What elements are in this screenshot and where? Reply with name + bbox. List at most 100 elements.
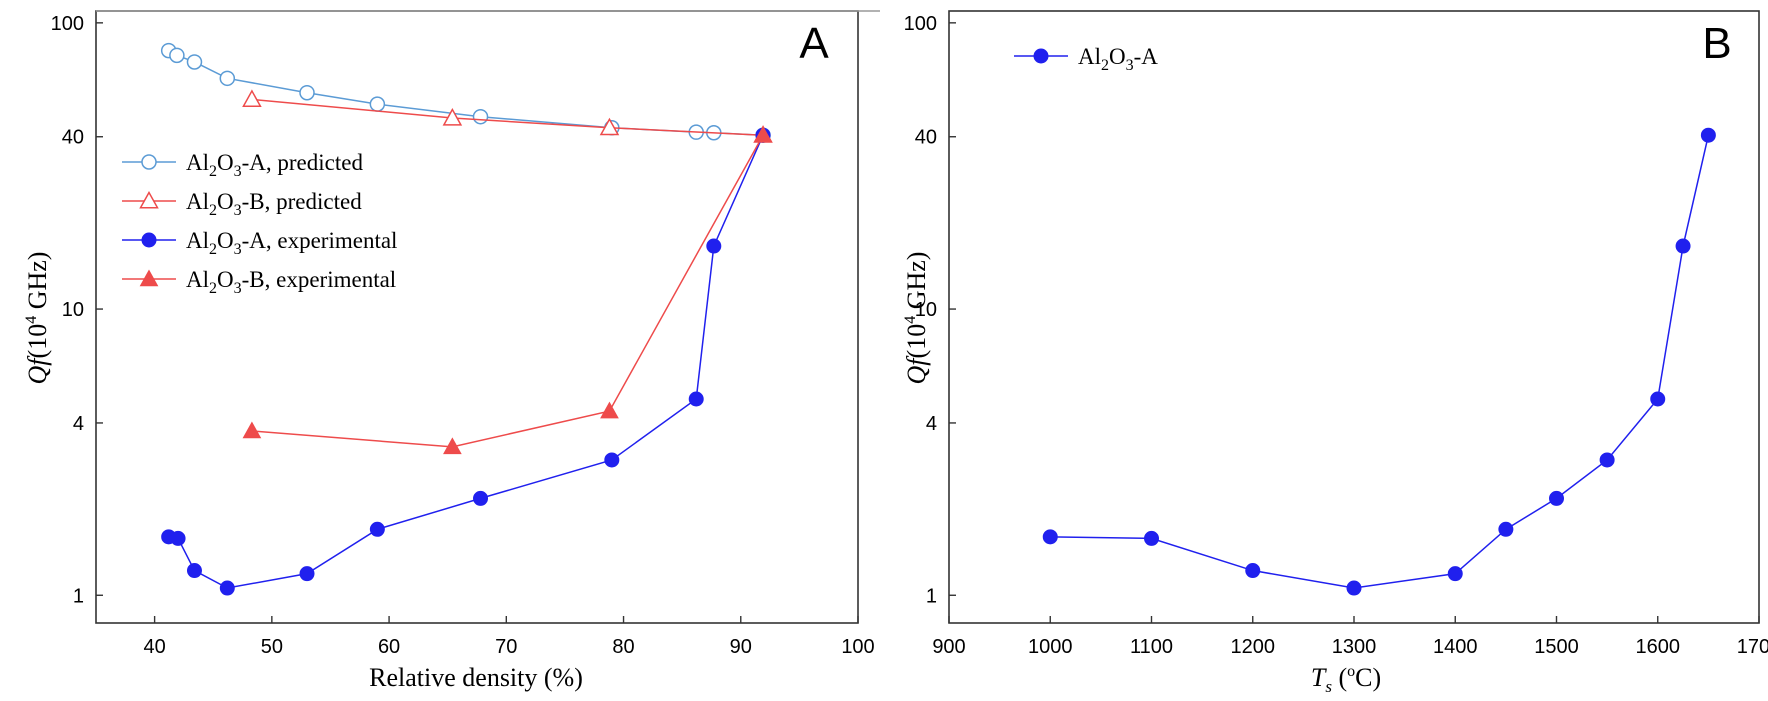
panel-a-legend-marker-al2o3-b-predicted	[139, 190, 159, 209]
panel-a-y-label-tail: GHz)	[23, 252, 52, 316]
panel-a-legend-marker-al2o3-b-experimental	[139, 269, 159, 287]
panel-a-legend-marker-al2o3-a-predicted	[141, 154, 157, 170]
panel-b-legend-marker-al2o3-a	[1033, 48, 1049, 64]
panel-a-series-line-al2o3-b-experimental	[251, 134, 764, 448]
panel-b-point-al2o3-a	[1346, 580, 1362, 596]
panel-a-legend-entry-al2o3-a-predicted: Al2O3-A, predicted	[186, 150, 363, 180]
panel-a-point-al2o3-a-experimental	[688, 391, 704, 407]
panel-b-point-al2o3-a	[1599, 452, 1615, 468]
panel-b-x-tick-label: 1300	[1332, 636, 1377, 658]
panel-a-label: A	[799, 19, 829, 68]
panel-b-point-al2o3-a	[1144, 530, 1159, 546]
panel-a-point-al2o3-a-experimental	[186, 563, 202, 579]
panel-a-y-axis-label: Qf(104 GHz)	[23, 252, 52, 385]
panel-b-series	[1042, 127, 1716, 596]
panel-b-y-tick-label: 100	[904, 13, 937, 35]
panel-a-y-tick-label: 40	[62, 127, 84, 149]
panel-b-legend-entry-al2o3-a: Al2O3-A	[1078, 44, 1158, 74]
panel-b-point-al2o3-a	[1650, 391, 1666, 407]
panel-a-point-al2o3-a-predicted	[299, 84, 315, 101]
panel-a-series-line-al2o3-b-predicted	[251, 98, 764, 136]
panel-b-x-tick-label: 900	[932, 636, 965, 658]
panel-a-y-label-qf: Qf	[23, 355, 52, 385]
panel-b-x-tick-label: 1200	[1231, 636, 1276, 658]
panel-b-x-axis-label: Ts (oC)	[1311, 663, 1381, 696]
panel-b: B 90010001100120013001400150016001700141…	[902, 10, 1768, 696]
panel-a-x-tick-label: 90	[730, 636, 752, 658]
panel-b-x-label-t: T	[1311, 663, 1327, 692]
panel-a-plot-frame	[95, 10, 859, 624]
panel-a-x-tick-label: 80	[612, 636, 634, 658]
panel-a-point-al2o3-a-experimental	[219, 580, 235, 596]
panel-b-point-al2o3-a	[1498, 521, 1514, 537]
panel-a-y-label-exp: 4	[23, 316, 40, 324]
panel-b-point-al2o3-a	[1245, 563, 1261, 579]
panel-a-legend-entry-al2o3-b-experimental: Al2O3-B, experimental	[186, 267, 396, 297]
panel-a-legend-entry-al2o3-a-experimental: Al2O3-A, experimental	[186, 228, 397, 258]
panel-a-point-al2o3-a-predicted	[219, 70, 236, 87]
panel-b-plot-frame	[948, 10, 1760, 624]
panel-a-y-tick-label: 100	[51, 13, 84, 35]
panel-b-label: B	[1702, 19, 1731, 68]
panel-b-series-line-al2o3-a	[1050, 135, 1710, 589]
panel-b-y-label-exp: 4	[902, 316, 919, 324]
panel-b-point-al2o3-a	[1675, 238, 1691, 254]
panel-b-x-label-tail: C)	[1355, 663, 1381, 692]
panel-b-y-tick-label: 10	[915, 299, 937, 321]
panel-b-y-label-qf: Qf	[902, 355, 931, 385]
panel-a-point-al2o3-b-predicted	[242, 89, 262, 107]
panel-b-x-label-sup: o	[1347, 663, 1355, 680]
panel-b-y-tick-label: 4	[926, 413, 937, 435]
panel-b-x-label-unit: (	[1332, 663, 1347, 692]
panel-a-y-tick-label: 4	[73, 413, 84, 435]
panel-b-y-tick-label: 1	[926, 585, 937, 607]
panel-b-point-al2o3-a	[1549, 490, 1564, 506]
panel-a-point-al2o3-a-predicted	[169, 47, 185, 64]
panel-a-point-al2o3-a-experimental	[170, 530, 186, 546]
panel-b-point-al2o3-a	[1447, 566, 1463, 582]
panel-a-point-al2o3-b-predicted	[442, 107, 463, 126]
panel-a-legend-entry-al2o3-b-predicted: Al2O3-B, predicted	[186, 189, 362, 219]
panel-a-series-line-al2o3-a-predicted	[168, 49, 764, 136]
panel-a-point-al2o3-a-experimental	[369, 521, 385, 537]
panel-a-point-al2o3-a-experimental	[299, 566, 315, 582]
panel-a-point-al2o3-a-predicted	[472, 108, 489, 125]
panel-a-point-al2o3-b-experimental	[242, 421, 262, 439]
panel-a-x-axis-label: Relative density (%)	[369, 663, 583, 692]
panel-a-point-al2o3-a-experimental	[706, 238, 722, 254]
panel-a-point-al2o3-a-experimental	[604, 452, 620, 468]
panel-a-point-al2o3-a-predicted	[369, 96, 386, 112]
panel-b-x-tick-label: 1000	[1028, 636, 1073, 658]
panel-a-point-al2o3-b-experimental	[443, 437, 462, 455]
panel-a-y-tick-label: 1	[73, 585, 84, 607]
panel-a-x-tick-label: 40	[143, 636, 165, 658]
panel-b-point-al2o3-a	[1042, 529, 1058, 545]
panel-a-legend-marker-al2o3-a-experimental	[141, 232, 157, 248]
panel-b-y-tick-label: 40	[915, 127, 937, 149]
panel-a-point-al2o3-b-experimental	[753, 125, 773, 143]
panel-a-point-al2o3-b-experimental	[600, 401, 619, 419]
panel-b-x-label-sub: s	[1325, 677, 1332, 696]
panel-b-axes: 9001000110012001300140015001600170014104…	[904, 13, 1768, 658]
panel-b-x-tick-label: 1400	[1433, 636, 1478, 658]
panel-b-x-tick-label: 1100	[1130, 636, 1173, 658]
panel-a-series	[160, 42, 773, 596]
panel-a-x-tick-label: 70	[495, 636, 517, 658]
panel-b-y-axis-label: Qf(104 GHz)	[902, 252, 931, 385]
panel-b-x-tick-label: 1600	[1636, 636, 1681, 658]
panel-b-x-tick-label: 1500	[1534, 636, 1579, 658]
panel-b-y-label-tail: GHz)	[902, 252, 931, 316]
panel-a-point-al2o3-a-experimental	[473, 490, 489, 506]
panel-b-point-al2o3-a	[1700, 127, 1716, 143]
panel-b-y-label-unit: (10	[902, 324, 931, 359]
panel-b-legend: Al2O3-A	[1014, 44, 1158, 74]
panel-a-x-tick-label: 60	[378, 636, 400, 658]
panel-a-point-al2o3-b-predicted	[599, 117, 620, 136]
panel-a-y-tick-label: 10	[62, 299, 84, 321]
panel-a-legend: Al2O3-A, predicted Al2O3-B, predicted Al2O…	[122, 150, 397, 297]
panel-b-x-tick-label: 1700	[1737, 636, 1768, 658]
panel-a-y-label-unit: (10	[23, 324, 52, 359]
panel-a-axes: 40 50 60 70 80 90 100 1 4 10 40 100	[51, 13, 875, 658]
panel-a-x-tick-label: 50	[261, 636, 283, 658]
